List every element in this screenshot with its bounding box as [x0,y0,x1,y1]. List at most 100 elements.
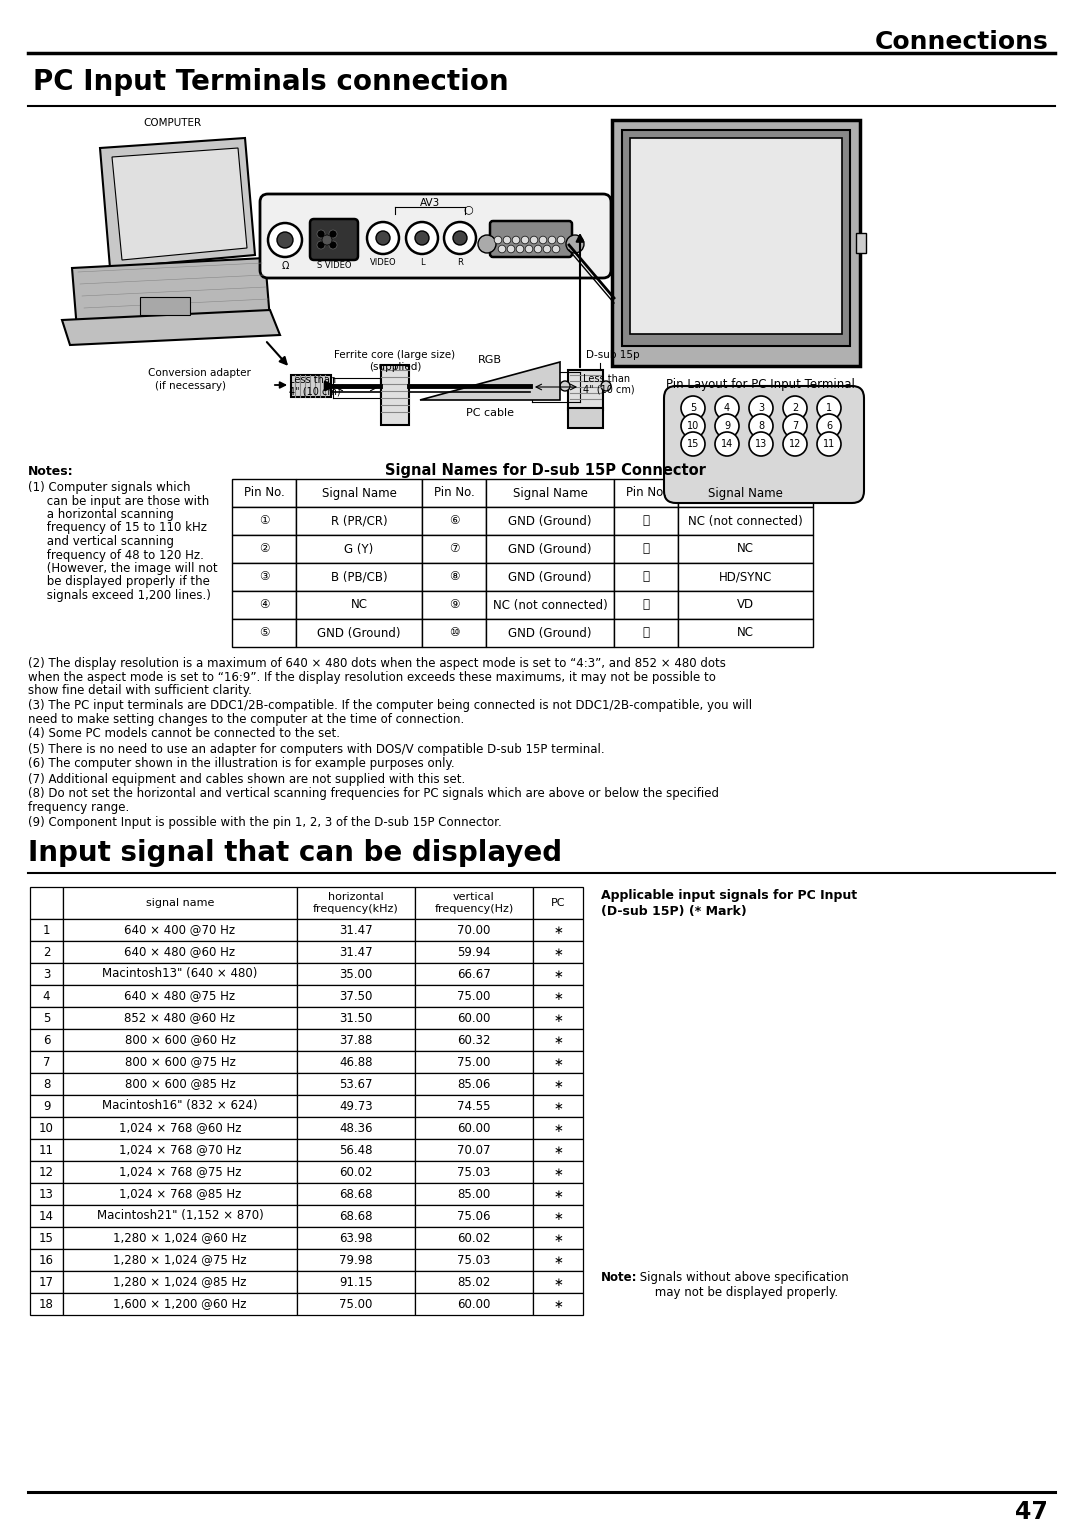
Text: ∗: ∗ [553,1187,563,1201]
Bar [296,535,422,562]
Text: show fine detail with sufficient clarity.: show fine detail with sufficient clarity… [28,685,252,697]
Text: 85.00: 85.00 [457,1187,490,1201]
Bar [415,1073,534,1096]
Text: ∗: ∗ [553,946,563,958]
Text: NC (not connected): NC (not connected) [492,599,607,611]
Bar [568,408,603,428]
Text: 75.00: 75.00 [339,1297,373,1311]
Text: (7) Additional equipment and cables shown are not supplied with this set.: (7) Additional equipment and cables show… [28,773,465,785]
Bar [415,1227,534,1248]
Text: 75.06: 75.06 [457,1210,490,1222]
Bar [534,1138,583,1161]
Bar [63,1161,297,1183]
Text: ∗: ∗ [553,1232,563,1244]
Circle shape [566,235,584,254]
Bar [30,1227,63,1248]
Text: ⑤: ⑤ [259,626,269,640]
Text: 1: 1 [43,923,51,937]
Text: 800 × 600 @75 Hz: 800 × 600 @75 Hz [124,1056,235,1068]
Bar [30,1161,63,1183]
Bar [856,232,866,254]
Text: ②: ② [259,542,269,556]
Text: 70.07: 70.07 [457,1143,490,1157]
Bar [615,619,678,646]
Text: 2: 2 [43,946,51,958]
Text: 9: 9 [724,422,730,431]
Bar [568,370,603,410]
Bar [534,1028,583,1051]
Text: 4: 4 [724,403,730,413]
Circle shape [715,414,739,439]
Bar [30,1028,63,1051]
Text: 4" (10 cm): 4" (10 cm) [583,385,635,396]
Circle shape [557,237,565,244]
Circle shape [783,432,807,455]
Circle shape [600,380,611,391]
Text: 35.00: 35.00 [339,967,373,981]
Bar [291,374,330,397]
Bar [678,507,813,535]
Text: 5: 5 [690,403,697,413]
Text: 13: 13 [39,1187,54,1201]
Text: ∗: ∗ [553,1210,563,1222]
FancyBboxPatch shape [260,194,611,278]
Bar [422,478,486,507]
Text: 1,280 × 1,024 @85 Hz: 1,280 × 1,024 @85 Hz [113,1276,246,1288]
Circle shape [322,235,332,244]
Text: a horizontal scanning: a horizontal scanning [28,507,174,521]
Bar [30,941,63,963]
Circle shape [715,396,739,420]
Text: 75.03: 75.03 [457,1166,490,1178]
Text: Less than: Less than [583,374,630,384]
Bar [297,1096,415,1117]
Bar [297,918,415,941]
Circle shape [715,432,739,455]
Bar [30,1138,63,1161]
Text: 60.02: 60.02 [457,1232,490,1244]
Circle shape [543,244,551,252]
Text: frequency range.: frequency range. [28,801,130,814]
Text: RGB: RGB [478,354,502,365]
Bar [415,1293,534,1316]
Text: Ω: Ω [281,261,288,270]
Text: 2: 2 [792,403,798,413]
Bar [232,535,296,562]
Bar [534,1051,583,1073]
Bar [63,1007,297,1028]
Text: 68.68: 68.68 [339,1210,373,1222]
Bar [486,591,615,619]
Text: 85.06: 85.06 [457,1077,490,1091]
Circle shape [561,380,570,391]
Bar [297,1161,415,1183]
Text: 9: 9 [43,1100,51,1112]
Text: Signals without above specification
     may not be displayed properly.: Signals without above specification may … [636,1271,849,1299]
Bar [63,941,297,963]
Circle shape [444,222,476,254]
Bar [297,886,415,918]
Text: ∗: ∗ [553,923,563,937]
Text: GND (Ground): GND (Ground) [509,626,592,640]
Text: HD/SYNC: HD/SYNC [719,570,772,584]
FancyBboxPatch shape [310,219,357,260]
Text: 60.02: 60.02 [339,1166,373,1178]
Text: Less than: Less than [289,374,336,385]
Bar [232,507,296,535]
Text: GND (Ground): GND (Ground) [509,542,592,556]
Text: Ferrite core (large size)
(supplied): Ferrite core (large size) (supplied) [335,350,456,371]
Bar [297,1073,415,1096]
Circle shape [376,231,390,244]
Text: ∗: ∗ [553,1253,563,1267]
Bar [534,1073,583,1096]
Text: (6) The computer shown in the illustration is for example purposes only.: (6) The computer shown in the illustrati… [28,758,455,770]
Text: and vertical scanning: and vertical scanning [28,535,174,549]
Bar [534,1161,583,1183]
Text: horizontal
frequency(kHz): horizontal frequency(kHz) [313,892,399,914]
Bar [534,1117,583,1138]
Text: 18: 18 [39,1297,54,1311]
Bar [381,365,409,425]
Circle shape [750,396,773,420]
Text: GND (Ground): GND (Ground) [509,515,592,527]
Bar [612,121,860,367]
Text: ⑥: ⑥ [449,515,459,527]
Text: 47: 47 [1015,1500,1048,1523]
